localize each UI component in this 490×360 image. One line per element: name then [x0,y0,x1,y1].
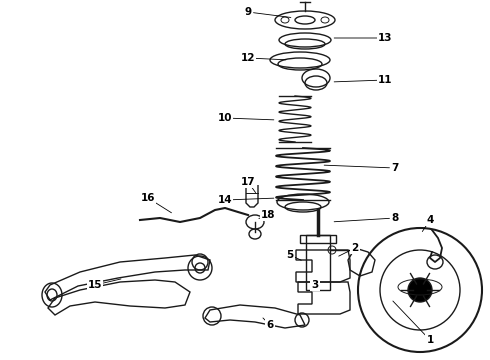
Text: 7: 7 [392,163,399,173]
Text: 3: 3 [311,280,318,290]
Text: 6: 6 [267,320,273,330]
Text: 17: 17 [241,177,255,187]
Ellipse shape [408,278,432,302]
Text: 4: 4 [426,215,434,225]
Text: 9: 9 [245,7,251,17]
Text: 12: 12 [241,53,255,63]
Text: 5: 5 [286,250,294,260]
Bar [306,235,330,290]
Text: 14: 14 [218,195,232,205]
Text: 8: 8 [392,213,399,223]
Text: 1: 1 [426,335,434,345]
Text: 13: 13 [378,33,392,43]
Text: 15: 15 [88,280,102,290]
Text: 11: 11 [378,75,392,85]
Text: 16: 16 [141,193,155,203]
Text: 2: 2 [351,243,359,253]
Text: 10: 10 [218,113,232,123]
Text: 18: 18 [261,210,275,220]
